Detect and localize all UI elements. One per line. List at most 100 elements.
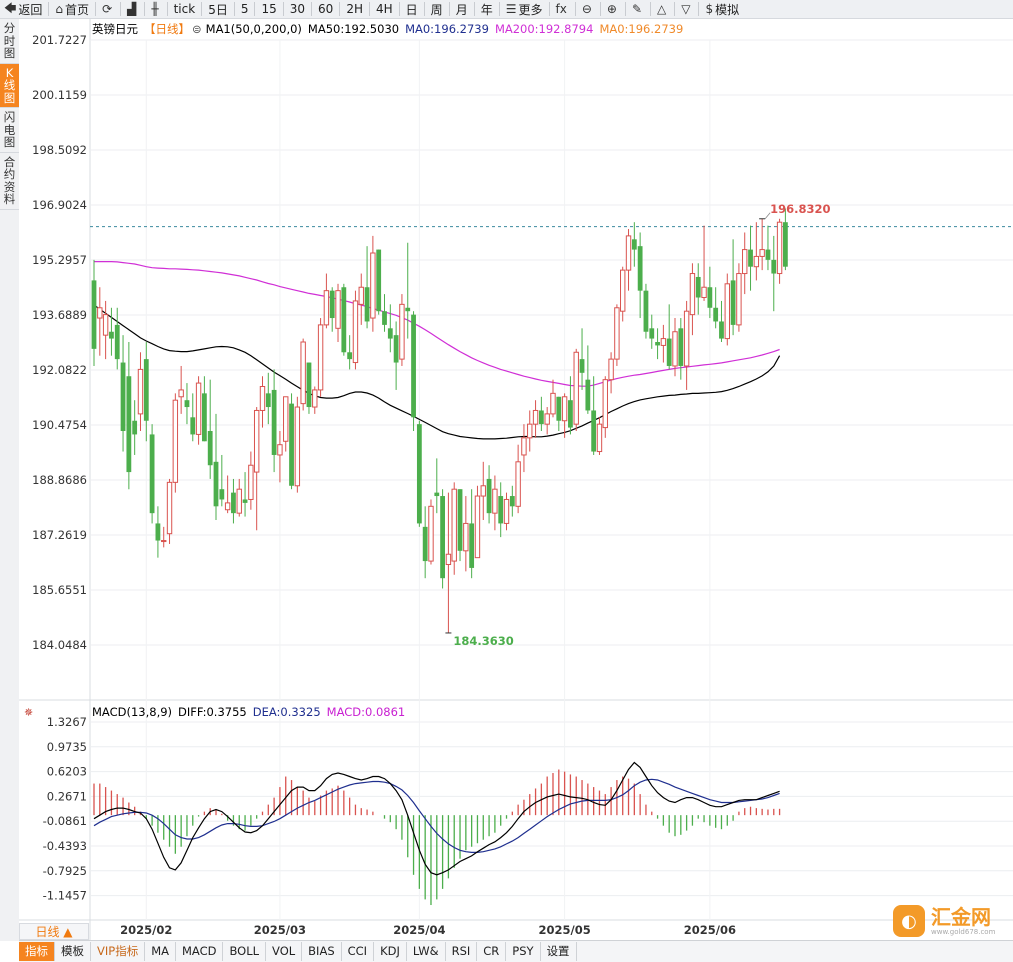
toolbar-more-button[interactable]: ☰ 更多 (502, 0, 547, 18)
tab-contract[interactable]: 合约资料 (0, 153, 19, 210)
candle (161, 526, 167, 548)
candle-body (753, 255, 760, 268)
candle-body (544, 413, 550, 425)
price-tick-label: 184.0484 (32, 638, 87, 652)
candle-body (492, 488, 498, 514)
candle (776, 218, 783, 284)
toolbar-year-button[interactable]: 年 (477, 0, 497, 18)
candle-body (631, 239, 637, 250)
toolbar-divider (650, 2, 652, 16)
candle-body (231, 492, 236, 514)
toolbar-tick-label: tick (173, 2, 196, 16)
candle-body (259, 386, 266, 411)
toolbar-5day-button[interactable]: 5日 (204, 0, 232, 18)
candle-body (655, 342, 660, 346)
candle-body (416, 424, 422, 524)
candle (782, 208, 788, 271)
candle-body (683, 310, 690, 367)
candle-body (678, 328, 684, 366)
candle-body (126, 376, 132, 473)
toolbar-back-button[interactable]: 🡄 返回 (0, 0, 46, 18)
toolbar-simulate-button[interactable]: $ 模拟 (701, 0, 743, 18)
candle-body (358, 286, 364, 305)
candle-body (666, 338, 672, 366)
toolbar-shape-down-button[interactable]: ▽ (677, 0, 696, 18)
toolbar-h4-button[interactable]: 4H (372, 0, 397, 18)
toolbar-m30-button[interactable]: 30 (286, 0, 309, 18)
toolbar-day-label: 日 (405, 2, 418, 17)
candle (347, 335, 353, 370)
candle-body (782, 222, 788, 267)
candles-group (91, 208, 788, 633)
candle (655, 328, 660, 360)
indicator-tab[interactable]: 模板 (55, 942, 91, 961)
candle (683, 300, 690, 390)
candle-body (579, 359, 585, 373)
toolbar-formula-button[interactable]: fx (552, 0, 573, 18)
tab-kline[interactable]: K线图 (0, 63, 19, 108)
candle-body (538, 410, 544, 425)
period-selector[interactable]: 日线 ▲ (19, 923, 89, 940)
indicator-tab[interactable]: LW& (407, 942, 446, 961)
triangle-down-icon: ▽ (681, 2, 691, 16)
dollar-icon: $ (705, 2, 714, 16)
indicator-tab[interactable]: 设置 (541, 942, 577, 961)
indicator-tab[interactable]: BOLL (223, 942, 267, 961)
tab-flash[interactable]: 闪电图 (0, 108, 19, 153)
toolbar-day-button[interactable]: 日 (402, 0, 422, 18)
indicator-tab[interactable]: VOL (266, 942, 303, 961)
candle (765, 225, 771, 271)
toolbar-tick-button[interactable]: tick (170, 0, 200, 18)
candle (649, 314, 655, 349)
tab-timeshare[interactable]: 分时图 (0, 19, 19, 64)
toolbar-shape-up-button[interactable]: △ (653, 0, 672, 18)
top-toolbar: 🡄 返回 ⌂ 首页 ⟳ ▟ ╫ tick 5日 5 15 30 60 2H 4H 日周月年 ☰ 更多 fx ⊖ ⊕ ✎ △ ▽… (0, 0, 1013, 19)
indicator-tab[interactable]: MACD (176, 942, 224, 961)
candle (492, 475, 498, 531)
candle-body (660, 338, 667, 346)
macd-value: MACD:0.0861 (327, 705, 406, 719)
dea-value: DEA:0.3325 (253, 705, 321, 719)
toolbar-m15-button[interactable]: 15 (257, 0, 280, 18)
indicator-tab[interactable]: 指标 (19, 942, 55, 961)
candle-body (445, 553, 452, 566)
toolbar-h2-button[interactable]: 2H (342, 0, 367, 18)
candle (178, 365, 184, 414)
candle (283, 396, 289, 452)
candle-body (695, 276, 701, 298)
settings-icon[interactable]: ⊜ (192, 22, 202, 36)
candle-body (155, 523, 161, 541)
toolbar-draw-button[interactable]: ✎ (628, 0, 648, 18)
toolbar-home-button[interactable]: ⌂ 首页 (51, 0, 93, 18)
candle-body (184, 400, 190, 408)
toolbar-refresh-button[interactable]: ⟳ (98, 0, 118, 18)
toolbar-m60-button[interactable]: 60 (314, 0, 337, 18)
toolbar-divider (166, 2, 168, 16)
indicator-tab[interactable]: RSI (446, 942, 478, 961)
candle-body (736, 273, 742, 326)
candle (329, 287, 335, 332)
candle-body (620, 269, 626, 312)
candle-body (370, 252, 376, 319)
toolbar-month-button[interactable]: 月 (452, 0, 472, 18)
candle (480, 461, 486, 521)
candles-icon: ╫ (151, 2, 159, 16)
indicator-tab[interactable]: KDJ (374, 942, 407, 961)
toolbar-m5-button[interactable]: 5 (237, 0, 253, 18)
indicator-tab[interactable]: BIAS (302, 942, 342, 961)
candle (660, 324, 667, 363)
indicator-tab[interactable]: MA (145, 942, 176, 961)
macd-histogram (93, 769, 781, 906)
indicator-tab[interactable]: PSY (506, 942, 541, 961)
chart-area[interactable]: 201.7227 200.1159 198.5092 196.9024 195.2957… (0, 0, 1013, 940)
toolbar-indicator-chart-button[interactable]: ▟ (123, 0, 142, 18)
toolbar-week-button[interactable]: 周 (427, 0, 447, 18)
candle-body (776, 221, 783, 275)
toolbar-zoom-in-button[interactable]: ⊕ (603, 0, 623, 18)
toolbar-candle-view-button[interactable]: ╫ (147, 0, 164, 18)
indicator-tab[interactable]: VIP指标 (91, 942, 146, 961)
indicator-tab[interactable]: CCI (342, 942, 375, 961)
candle-body (480, 485, 486, 497)
toolbar-zoom-out-button[interactable]: ⊖ (578, 0, 598, 18)
indicator-tab[interactable]: CR (477, 942, 507, 961)
